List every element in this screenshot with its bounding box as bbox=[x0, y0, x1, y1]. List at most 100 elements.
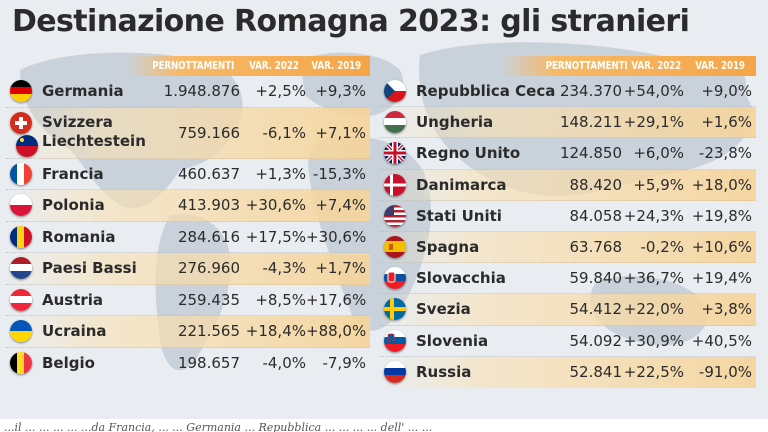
country-name: Paesi Bassi bbox=[42, 259, 137, 277]
table-row: Paesi Bassi 276.960 -4,3% +1,7% bbox=[6, 253, 370, 285]
table-row: Russia 52.841 +22,5% -91,0% bbox=[380, 356, 756, 388]
pernottamenti-value: 63.768 bbox=[569, 237, 623, 256]
poland-flag-icon bbox=[10, 194, 32, 216]
table-row: Svezia 54.412 +22,0% +3,8% bbox=[380, 294, 756, 326]
table-row: Belgio 198.657 -4,0% -7,9% bbox=[6, 348, 370, 380]
pernottamenti-value: 221.565 bbox=[177, 322, 240, 340]
country-name: Repubblica Ceca bbox=[416, 82, 556, 100]
slovenia-flag-icon bbox=[384, 329, 406, 352]
var-2019-value: +88,0% bbox=[306, 322, 367, 340]
var-2022-value: +17,5% bbox=[245, 227, 306, 246]
var-2022-value: +22,0% bbox=[623, 300, 684, 319]
var-2019-value: +40,5% bbox=[691, 331, 752, 350]
table-row: Svizzera Liechtestein 759.166 -6,1% +7,1… bbox=[6, 107, 370, 159]
table-row: Regno Unito 124.850 +6,0% -23,8% bbox=[380, 138, 756, 170]
table-header: PERNOTTAMENTI VAR. 2022 VAR. 2019 bbox=[380, 56, 756, 76]
table-row: Slovenia 54.092 +30,9% +40,5% bbox=[380, 326, 756, 357]
pernottamenti-value: 84.058 bbox=[569, 206, 623, 225]
var-2019-value: +3,8% bbox=[701, 300, 752, 319]
table-row: Spagna 63.768 -0,2% +10,6% bbox=[380, 231, 756, 264]
article-text-strip: ...il ... ... ... ... ...da Francia, ...… bbox=[0, 419, 768, 432]
header-var-2022: VAR. 2022 bbox=[631, 60, 682, 72]
var-2019-value: +1,6% bbox=[701, 113, 752, 132]
var-2022-value: +6,0% bbox=[633, 144, 684, 163]
pernottamenti-value: 198.657 bbox=[177, 353, 240, 372]
page-title: Destinazione Romagna 2023: gli stranieri bbox=[12, 4, 690, 39]
pernottamenti-value: 1.948.876 bbox=[163, 82, 240, 100]
var-2022-value: +22,5% bbox=[623, 362, 684, 381]
pernottamenti-value: 234.370 bbox=[559, 82, 622, 100]
czech-republic-flag-icon bbox=[384, 80, 406, 102]
var-2019-value: +1,7% bbox=[315, 259, 366, 277]
country-name: Germania bbox=[42, 82, 124, 100]
country-name: Ucraina bbox=[42, 322, 107, 340]
var-2019-value: +7,1% bbox=[315, 123, 366, 142]
country-name: Austria bbox=[42, 290, 104, 309]
country-name: Polonia bbox=[42, 196, 105, 214]
var-2022-value: +5,9% bbox=[633, 175, 684, 194]
sweden-flag-icon bbox=[384, 298, 406, 321]
pernottamenti-value: 148.211 bbox=[559, 113, 622, 132]
belgium-flag-icon bbox=[10, 351, 32, 374]
pernottamenti-value: 259.435 bbox=[177, 290, 240, 309]
denmark-flag-icon bbox=[384, 173, 406, 196]
var-2019-value: -23,8% bbox=[698, 144, 752, 163]
var-2019-value: +7,4% bbox=[315, 196, 366, 214]
pernottamenti-value: 124.850 bbox=[559, 144, 622, 163]
header-var-2019: VAR. 2019 bbox=[695, 60, 745, 72]
var-2022-value: +24,3% bbox=[623, 206, 684, 225]
article-text-fragment: ...il ... ... ... ... ...da Francia, ...… bbox=[4, 421, 433, 432]
table-row: Stati Uniti 84.058 +24,3% +19,8% bbox=[380, 201, 756, 232]
pernottamenti-value: 460.637 bbox=[177, 164, 240, 183]
pernottamenti-value: 88.420 bbox=[569, 175, 623, 194]
country-name: Romania bbox=[42, 227, 116, 246]
pernottamenti-value: 54.092 bbox=[569, 331, 623, 350]
country-name: Regno Unito bbox=[416, 144, 521, 163]
var-2022-value: +29,1% bbox=[623, 113, 684, 132]
var-2019-value: +9,0% bbox=[701, 82, 752, 100]
ukraine-flag-icon bbox=[10, 320, 32, 342]
var-2022-value: -0,2% bbox=[640, 237, 684, 256]
header-var-2019: VAR. 2019 bbox=[311, 60, 362, 72]
var-2022-value: +8,5% bbox=[255, 290, 306, 309]
country-name: Belgio bbox=[42, 353, 95, 372]
country-name: Danimarca bbox=[416, 175, 507, 194]
var-2019-value: +19,4% bbox=[691, 269, 752, 288]
var-2019-value: +17,6% bbox=[306, 290, 367, 309]
table-header: PERNOTTAMENTI VAR. 2022 VAR. 2019 bbox=[6, 56, 370, 76]
table-row: Francia 460.637 +1,3% -15,3% bbox=[6, 159, 370, 190]
header-band bbox=[500, 56, 756, 76]
slovakia-flag-icon bbox=[384, 267, 406, 290]
country-name: Slovenia bbox=[416, 331, 489, 350]
var-2019-value: +10,6% bbox=[691, 237, 752, 256]
header-pernottamenti: PERNOTTAMENTI bbox=[545, 60, 628, 72]
pernottamenti-value: 413.903 bbox=[177, 196, 240, 214]
header-pernottamenti: PERNOTTAMENTI bbox=[152, 60, 235, 72]
country-name: Spagna bbox=[416, 237, 480, 256]
header-band bbox=[126, 56, 370, 76]
var-2022-value: -4,0% bbox=[262, 353, 306, 372]
hungary-flag-icon bbox=[384, 111, 406, 134]
var-2022-value: +1,3% bbox=[255, 164, 306, 183]
netherlands-flag-icon bbox=[10, 257, 32, 279]
var-2022-value: +2,5% bbox=[255, 82, 306, 100]
var-2022-value: -4,3% bbox=[262, 259, 306, 277]
pernottamenti-value: 759.166 bbox=[177, 123, 240, 142]
table-row: Ungheria 148.211 +29,1% +1,6% bbox=[380, 107, 756, 139]
var-2019-value: +9,3% bbox=[315, 82, 366, 100]
var-2019-value: +18,0% bbox=[691, 175, 752, 194]
germany-flag-icon bbox=[10, 80, 32, 102]
var-2022-value: +30,6% bbox=[245, 196, 306, 214]
liechtenstein-flag-icon bbox=[16, 134, 38, 157]
var-2022-value: -6,1% bbox=[262, 123, 306, 142]
country-name: Stati Uniti bbox=[416, 206, 502, 225]
switzerland-flag-icon bbox=[10, 111, 32, 134]
left-table: PERNOTTAMENTI VAR. 2022 VAR. 2019 German… bbox=[6, 56, 370, 379]
pernottamenti-value: 284.616 bbox=[177, 227, 240, 246]
country-name: Ungheria bbox=[416, 113, 494, 132]
var-2019-value: -91,0% bbox=[698, 362, 752, 381]
united-kingdom-flag-icon bbox=[384, 142, 406, 165]
country-name: Russia bbox=[416, 362, 472, 381]
russia-flag-icon bbox=[384, 360, 406, 383]
table-row: Repubblica Ceca 234.370 +54,0% +9,0% bbox=[380, 76, 756, 108]
